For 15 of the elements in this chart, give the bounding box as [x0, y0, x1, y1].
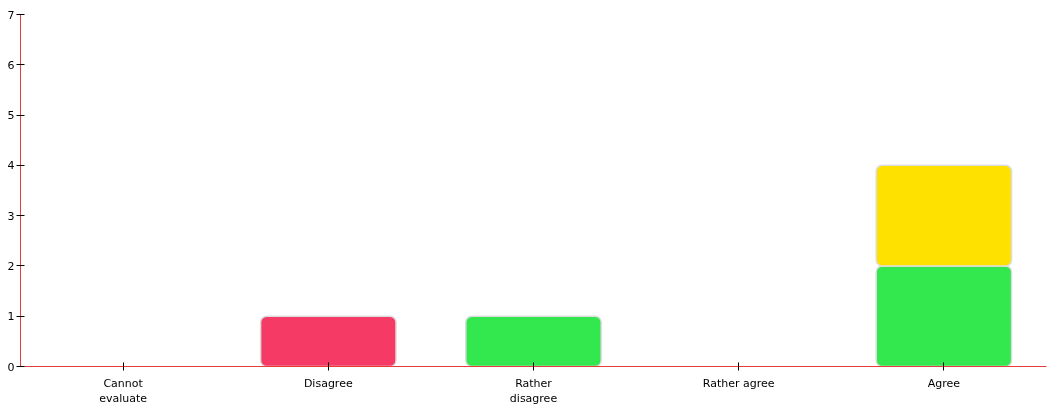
x-tick-label: Rather agree: [702, 376, 775, 390]
y-tick-label: 5: [7, 109, 15, 123]
x-tick-label: Disagree: [303, 376, 353, 390]
x-tick-label: Rather disagree: [509, 376, 558, 406]
y-tick-label: 6: [7, 58, 15, 72]
bar: [465, 315, 602, 367]
y-tick-label: 2: [7, 259, 15, 273]
x-tick-label: Agree: [927, 376, 961, 390]
y-tick-label: 4: [7, 159, 15, 173]
y-tick-label: 3: [7, 209, 15, 223]
y-tick-label: 1: [7, 310, 15, 324]
bar: [259, 315, 397, 367]
y-tick-label: 7: [7, 8, 15, 22]
y-tick-label: 0: [7, 360, 15, 374]
x-tick-label: Cannot evaluate: [99, 376, 148, 406]
